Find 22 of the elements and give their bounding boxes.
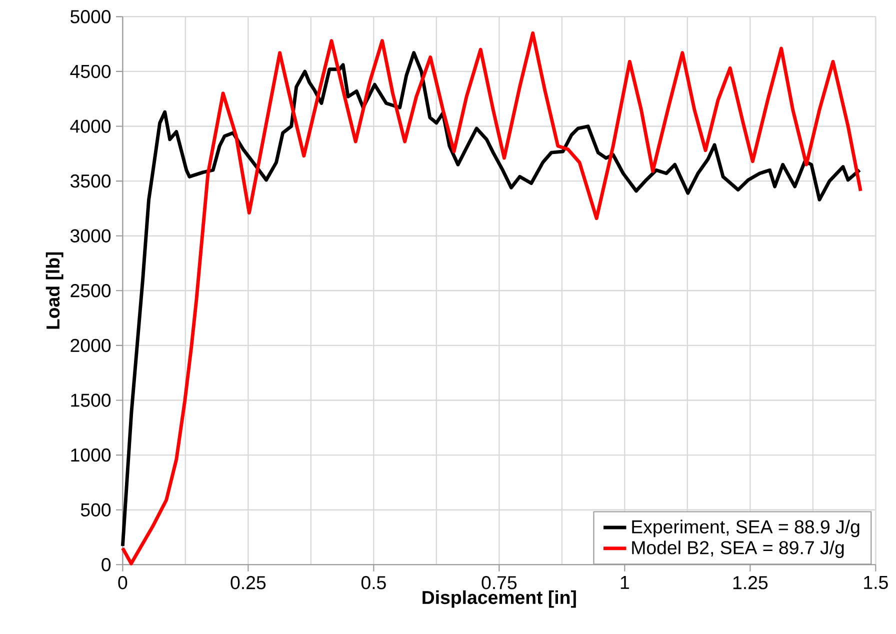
y-axis-title: Load [lb] — [46, 252, 64, 329]
y-tick-label: 4500 — [70, 64, 111, 78]
x-tick-label: 1.25 — [733, 576, 768, 590]
x-tick-label: 0.75 — [482, 576, 517, 590]
x-axis-title: Displacement [in] — [422, 590, 576, 608]
legend-label: Experiment, SEA = 88.9 J/g — [632, 520, 860, 538]
y-tick-label: 2000 — [70, 338, 111, 352]
y-tick-label: 5000 — [70, 10, 111, 24]
y-tick-label: 0 — [102, 558, 111, 572]
x-tick-label: 1 — [620, 576, 629, 589]
y-tick-label: 2500 — [70, 284, 111, 298]
y-tick-label: 1000 — [71, 448, 111, 462]
y-tick-label: 3500 — [70, 174, 111, 188]
y-tick-label: 4000 — [70, 120, 111, 133]
x-tick-label: 1.5 — [864, 576, 888, 590]
x-tick-label: 0.25 — [230, 576, 266, 590]
x-tick-label: 0 — [118, 576, 128, 590]
y-tick-label: 500 — [80, 503, 111, 516]
y-tick-label: 1500 — [71, 394, 111, 407]
legend-label: Model B2, SEA = 89.7 J/g — [632, 540, 844, 558]
y-tick-label: 3000 — [70, 229, 111, 242]
x-tick-label: 0.5 — [361, 576, 386, 590]
